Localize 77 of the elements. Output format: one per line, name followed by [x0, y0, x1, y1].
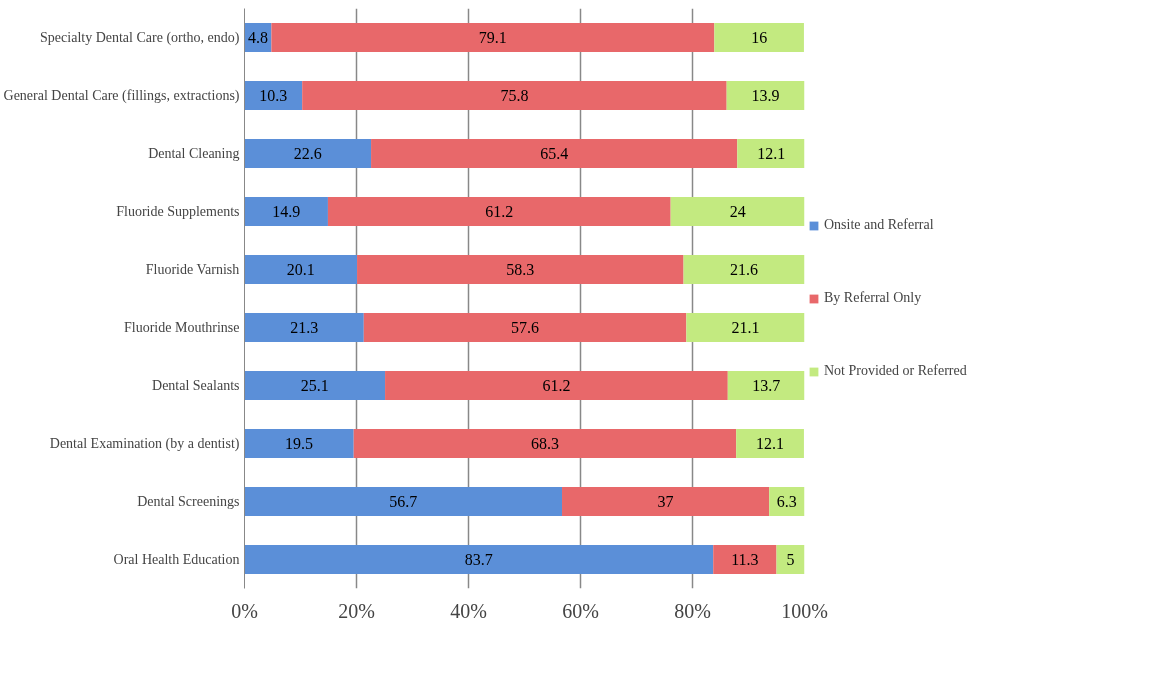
bar — [737, 139, 805, 168]
bar — [726, 81, 805, 110]
data-label: 13.9 — [751, 87, 780, 104]
data-label: 24 — [729, 203, 746, 220]
x-tick-label: 0% — [231, 599, 258, 622]
x-tick-label: 60% — [562, 599, 599, 622]
bar — [683, 255, 805, 284]
bar — [327, 197, 671, 226]
bar — [371, 139, 738, 168]
data-label: 14.9 — [272, 203, 301, 220]
data-label: 12.1 — [756, 435, 785, 452]
y-tick-label: Dental Examination (by a dentist) — [49, 436, 240, 452]
data-label: 61.2 — [485, 203, 514, 220]
data-label: 10.3 — [259, 87, 288, 104]
bar — [686, 313, 805, 342]
bar — [244, 81, 303, 110]
y-tick-label: Fluoride Varnish — [145, 262, 240, 277]
bar — [736, 429, 804, 458]
bar — [244, 545, 714, 574]
bar — [244, 429, 354, 458]
data-label: 6.3 — [776, 493, 797, 510]
y-tick-label: Dental Screenings — [137, 494, 240, 509]
bar — [714, 23, 804, 52]
data-label: 83.7 — [464, 551, 493, 568]
legend-label: Not Provided or Referred — [824, 362, 967, 380]
x-tick-label: 80% — [674, 599, 711, 622]
data-label: 21.6 — [730, 261, 759, 278]
y-tick-label: Dental Sealants — [152, 378, 240, 393]
x-tick-label: 20% — [338, 599, 375, 622]
data-label: 57.6 — [511, 319, 540, 336]
data-label: 68.3 — [530, 435, 559, 452]
data-label: 20.1 — [286, 261, 315, 278]
data-label: 22.6 — [293, 145, 322, 162]
bar — [271, 23, 715, 52]
bar — [302, 81, 727, 110]
y-tick-label: Specialty Dental Care (ortho, endo) — [40, 30, 240, 46]
data-label: 56.7 — [389, 493, 418, 510]
bar — [776, 545, 805, 574]
data-label: 58.3 — [506, 261, 535, 278]
bar — [562, 487, 770, 516]
x-tick-label: 40% — [450, 599, 487, 622]
data-label: 79.1 — [478, 29, 507, 46]
data-label: 13.7 — [752, 377, 781, 394]
data-label: 16 — [751, 29, 768, 46]
y-tick-label: Oral Health Education — [113, 552, 240, 567]
data-label: 75.8 — [500, 87, 529, 104]
bar — [727, 371, 805, 400]
bar — [713, 545, 777, 574]
data-label: 21.3 — [290, 319, 319, 336]
bar — [244, 197, 328, 226]
data-label: 25.1 — [300, 377, 329, 394]
data-label: 19.5 — [285, 435, 314, 452]
data-label: 61.2 — [542, 377, 571, 394]
data-label: 5 — [786, 551, 795, 568]
data-label: 11.3 — [731, 551, 759, 568]
bar — [244, 487, 563, 516]
bar — [244, 139, 372, 168]
y-tick-label: Dental Cleaning — [148, 146, 240, 161]
data-label: 21.1 — [731, 319, 760, 336]
data-label: 4.8 — [247, 29, 268, 46]
y-tick-label: Fluoride Mouthrinse — [124, 320, 240, 335]
data-label: 37 — [657, 493, 674, 510]
bar — [670, 197, 805, 226]
data-label: 12.1 — [757, 145, 786, 162]
y-tick-label: General Dental Care (fillings, extractions) — [3, 88, 240, 104]
bar — [363, 313, 687, 342]
data-label: 65.4 — [540, 145, 569, 162]
bar — [353, 429, 737, 458]
bar — [357, 255, 684, 284]
bar — [244, 313, 364, 342]
y-tick-label: Fluoride Supplements — [116, 204, 240, 219]
bar — [244, 371, 386, 400]
bar — [385, 371, 728, 400]
x-tick-label: 100% — [781, 599, 828, 622]
legend-label: By Referral Only — [824, 289, 922, 307]
legend-label: Onsite and Referral — [824, 216, 934, 234]
bar — [244, 255, 358, 284]
